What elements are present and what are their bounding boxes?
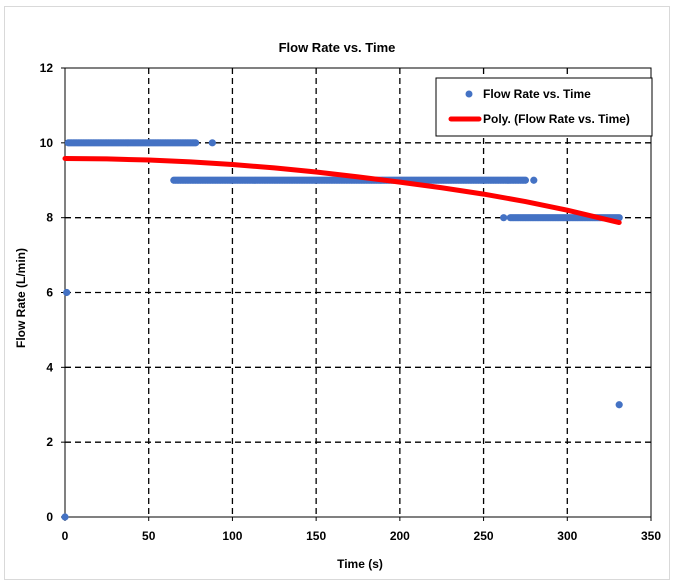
x-axis-label: Time (s) <box>337 557 383 571</box>
y-tick-label: 4 <box>46 360 53 374</box>
data-point <box>191 139 200 147</box>
y-tick-label: 2 <box>46 435 53 449</box>
x-axis-ticks: 0 50 100 150 200 250 300 350 <box>62 517 661 543</box>
y-tick-label: 12 <box>40 61 54 75</box>
legend-label-points: Flow Rate vs. Time <box>483 87 591 101</box>
grid-lines <box>65 68 651 517</box>
x-tick-label: 250 <box>474 529 494 543</box>
data-point <box>615 214 623 222</box>
data-point <box>530 176 538 184</box>
x-tick-label: 300 <box>557 529 577 543</box>
x-tick-label: 200 <box>390 529 410 543</box>
trendline <box>62 156 622 226</box>
y-tick-label: 10 <box>40 136 54 150</box>
legend-marker-points <box>465 90 473 98</box>
data-point <box>521 176 530 184</box>
chart-title: Flow Rate vs. Time <box>279 40 396 55</box>
data-point <box>615 401 623 409</box>
x-tick-label: 50 <box>142 529 156 543</box>
y-tick-label: 8 <box>46 211 53 225</box>
legend: Flow Rate vs. Time Poly. (Flow Rate vs. … <box>435 77 653 137</box>
y-axis-ticks: 0 2 4 6 8 10 12 <box>40 61 65 524</box>
data-points <box>61 139 623 521</box>
data-point <box>61 513 69 521</box>
chart-frame: Flow Rate vs. Time 0 50 100 150 200 250 300 350… <box>4 6 670 580</box>
x-tick-label: 350 <box>641 529 661 543</box>
x-tick-label: 100 <box>222 529 242 543</box>
x-tick-label: 0 <box>62 529 69 543</box>
y-axis-label: Flow Rate (L/min) <box>14 248 28 348</box>
flow-rate-chart: Flow Rate vs. Time 0 50 100 150 200 250 300 350… <box>14 40 661 571</box>
data-point <box>208 139 216 147</box>
y-tick-label: 6 <box>46 286 53 300</box>
legend-label-trend: Poly. (Flow Rate vs. Time) <box>483 112 630 126</box>
legend-box <box>435 77 653 137</box>
y-tick-label: 0 <box>46 510 53 524</box>
data-point <box>63 288 71 297</box>
data-point <box>500 214 508 222</box>
x-tick-label: 150 <box>306 529 326 543</box>
